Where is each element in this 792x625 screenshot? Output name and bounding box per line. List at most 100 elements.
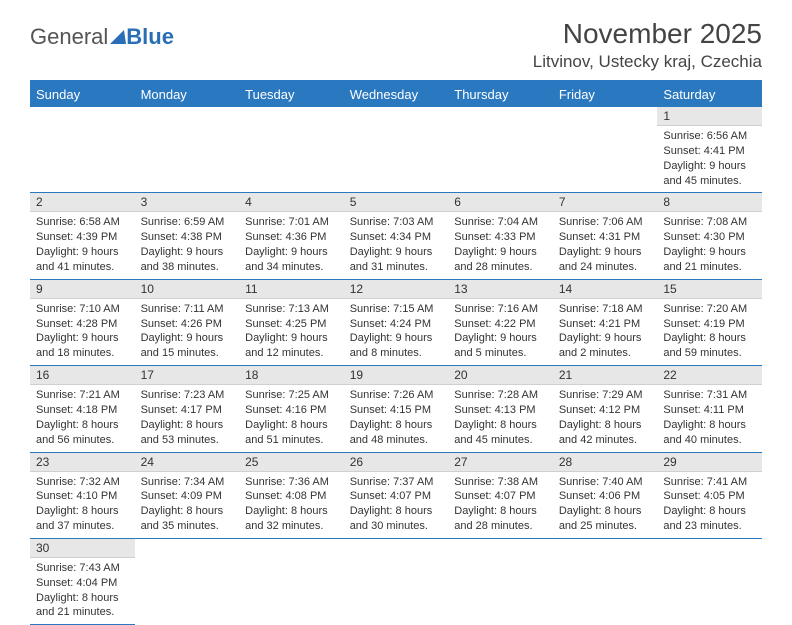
day-details: Sunrise: 7:16 AMSunset: 4:22 PMDaylight:…: [448, 299, 553, 365]
calendar-cell: [448, 107, 553, 193]
calendar-cell: 2Sunrise: 6:58 AMSunset: 4:39 PMDaylight…: [30, 193, 135, 279]
header: General Blue November 2025 Litvinov, Ust…: [30, 18, 762, 72]
calendar-cell: 5Sunrise: 7:03 AMSunset: 4:34 PMDaylight…: [344, 193, 449, 279]
day-number: 14: [553, 280, 658, 299]
day-details: Sunrise: 7:04 AMSunset: 4:33 PMDaylight:…: [448, 212, 553, 278]
day-details: Sunrise: 7:10 AMSunset: 4:28 PMDaylight:…: [30, 299, 135, 365]
calendar-cell: 26Sunrise: 7:37 AMSunset: 4:07 PMDayligh…: [344, 452, 449, 538]
day-number: 20: [448, 366, 553, 385]
sail-icon: [110, 30, 126, 44]
title-block: November 2025 Litvinov, Ustecky kraj, Cz…: [533, 18, 762, 72]
day-details: Sunrise: 7:29 AMSunset: 4:12 PMDaylight:…: [553, 385, 658, 451]
calendar-cell: [30, 107, 135, 193]
day-number: 13: [448, 280, 553, 299]
day-details: Sunrise: 7:43 AMSunset: 4:04 PMDaylight:…: [30, 558, 135, 624]
calendar-cell: 14Sunrise: 7:18 AMSunset: 4:21 PMDayligh…: [553, 279, 658, 365]
day-number: 12: [344, 280, 449, 299]
day-number: 5: [344, 193, 449, 212]
calendar-cell: [239, 107, 344, 193]
day-number: 18: [239, 366, 344, 385]
day-number: 2: [30, 193, 135, 212]
calendar-row: 9Sunrise: 7:10 AMSunset: 4:28 PMDaylight…: [30, 279, 762, 365]
day-number: 3: [135, 193, 240, 212]
day-details: Sunrise: 7:28 AMSunset: 4:13 PMDaylight:…: [448, 385, 553, 451]
day-number: 17: [135, 366, 240, 385]
day-details: Sunrise: 7:23 AMSunset: 4:17 PMDaylight:…: [135, 385, 240, 451]
logo-text-1: General: [30, 24, 108, 50]
day-details: Sunrise: 7:38 AMSunset: 4:07 PMDaylight:…: [448, 472, 553, 538]
calendar-cell: 4Sunrise: 7:01 AMSunset: 4:36 PMDaylight…: [239, 193, 344, 279]
calendar-cell: [553, 107, 658, 193]
calendar-cell: 20Sunrise: 7:28 AMSunset: 4:13 PMDayligh…: [448, 366, 553, 452]
calendar-cell: [135, 107, 240, 193]
day-number: 29: [657, 453, 762, 472]
col-tuesday: Tuesday: [239, 81, 344, 107]
day-number: 10: [135, 280, 240, 299]
calendar-cell: 22Sunrise: 7:31 AMSunset: 4:11 PMDayligh…: [657, 366, 762, 452]
calendar-cell: 8Sunrise: 7:08 AMSunset: 4:30 PMDaylight…: [657, 193, 762, 279]
day-number: 9: [30, 280, 135, 299]
calendar-cell: 25Sunrise: 7:36 AMSunset: 4:08 PMDayligh…: [239, 452, 344, 538]
calendar-cell: 29Sunrise: 7:41 AMSunset: 4:05 PMDayligh…: [657, 452, 762, 538]
day-number: 27: [448, 453, 553, 472]
day-number: 30: [30, 539, 135, 558]
calendar-cell: 10Sunrise: 7:11 AMSunset: 4:26 PMDayligh…: [135, 279, 240, 365]
day-number: 19: [344, 366, 449, 385]
calendar-cell: 13Sunrise: 7:16 AMSunset: 4:22 PMDayligh…: [448, 279, 553, 365]
col-monday: Monday: [135, 81, 240, 107]
day-number: 16: [30, 366, 135, 385]
page-title: November 2025: [533, 18, 762, 50]
col-sunday: Sunday: [30, 81, 135, 107]
calendar-cell: 11Sunrise: 7:13 AMSunset: 4:25 PMDayligh…: [239, 279, 344, 365]
day-number: 22: [657, 366, 762, 385]
day-details: Sunrise: 7:03 AMSunset: 4:34 PMDaylight:…: [344, 212, 449, 278]
day-details: Sunrise: 7:26 AMSunset: 4:15 PMDaylight:…: [344, 385, 449, 451]
calendar-cell: 18Sunrise: 7:25 AMSunset: 4:16 PMDayligh…: [239, 366, 344, 452]
calendar-cell: 23Sunrise: 7:32 AMSunset: 4:10 PMDayligh…: [30, 452, 135, 538]
day-details: Sunrise: 7:40 AMSunset: 4:06 PMDaylight:…: [553, 472, 658, 538]
col-wednesday: Wednesday: [344, 81, 449, 107]
day-number: 11: [239, 280, 344, 299]
calendar-cell: 6Sunrise: 7:04 AMSunset: 4:33 PMDaylight…: [448, 193, 553, 279]
calendar-cell: 28Sunrise: 7:40 AMSunset: 4:06 PMDayligh…: [553, 452, 658, 538]
calendar-cell: 24Sunrise: 7:34 AMSunset: 4:09 PMDayligh…: [135, 452, 240, 538]
col-saturday: Saturday: [657, 81, 762, 107]
col-friday: Friday: [553, 81, 658, 107]
calendar-row: 2Sunrise: 6:58 AMSunset: 4:39 PMDaylight…: [30, 193, 762, 279]
calendar-cell: 9Sunrise: 7:10 AMSunset: 4:28 PMDaylight…: [30, 279, 135, 365]
day-details: Sunrise: 6:59 AMSunset: 4:38 PMDaylight:…: [135, 212, 240, 278]
day-number: 24: [135, 453, 240, 472]
day-details: Sunrise: 7:21 AMSunset: 4:18 PMDaylight:…: [30, 385, 135, 451]
day-details: Sunrise: 7:36 AMSunset: 4:08 PMDaylight:…: [239, 472, 344, 538]
calendar-cell: 12Sunrise: 7:15 AMSunset: 4:24 PMDayligh…: [344, 279, 449, 365]
day-number: 4: [239, 193, 344, 212]
day-details: Sunrise: 7:31 AMSunset: 4:11 PMDaylight:…: [657, 385, 762, 451]
logo-text-2: Blue: [126, 24, 174, 50]
day-details: Sunrise: 7:15 AMSunset: 4:24 PMDaylight:…: [344, 299, 449, 365]
calendar-cell: 27Sunrise: 7:38 AMSunset: 4:07 PMDayligh…: [448, 452, 553, 538]
day-details: Sunrise: 6:56 AMSunset: 4:41 PMDaylight:…: [657, 126, 762, 192]
logo: General Blue: [30, 24, 174, 50]
calendar-cell: [344, 107, 449, 193]
day-details: Sunrise: 7:01 AMSunset: 4:36 PMDaylight:…: [239, 212, 344, 278]
calendar-row: 16Sunrise: 7:21 AMSunset: 4:18 PMDayligh…: [30, 366, 762, 452]
day-details: Sunrise: 7:13 AMSunset: 4:25 PMDaylight:…: [239, 299, 344, 365]
day-number: 21: [553, 366, 658, 385]
day-number: 25: [239, 453, 344, 472]
day-number: 8: [657, 193, 762, 212]
col-thursday: Thursday: [448, 81, 553, 107]
calendar-cell: 1Sunrise: 6:56 AMSunset: 4:41 PMDaylight…: [657, 107, 762, 193]
day-details: Sunrise: 7:32 AMSunset: 4:10 PMDaylight:…: [30, 472, 135, 538]
day-details: Sunrise: 7:18 AMSunset: 4:21 PMDaylight:…: [553, 299, 658, 365]
day-details: Sunrise: 7:41 AMSunset: 4:05 PMDaylight:…: [657, 472, 762, 538]
calendar-header-row: Sunday Monday Tuesday Wednesday Thursday…: [30, 81, 762, 107]
day-details: Sunrise: 7:25 AMSunset: 4:16 PMDaylight:…: [239, 385, 344, 451]
day-number: 28: [553, 453, 658, 472]
calendar-cell: 3Sunrise: 6:59 AMSunset: 4:38 PMDaylight…: [135, 193, 240, 279]
calendar-cell: 19Sunrise: 7:26 AMSunset: 4:15 PMDayligh…: [344, 366, 449, 452]
day-number: 15: [657, 280, 762, 299]
calendar-row: 23Sunrise: 7:32 AMSunset: 4:10 PMDayligh…: [30, 452, 762, 538]
calendar-cell: 17Sunrise: 7:23 AMSunset: 4:17 PMDayligh…: [135, 366, 240, 452]
calendar-cell: 7Sunrise: 7:06 AMSunset: 4:31 PMDaylight…: [553, 193, 658, 279]
day-number: 7: [553, 193, 658, 212]
